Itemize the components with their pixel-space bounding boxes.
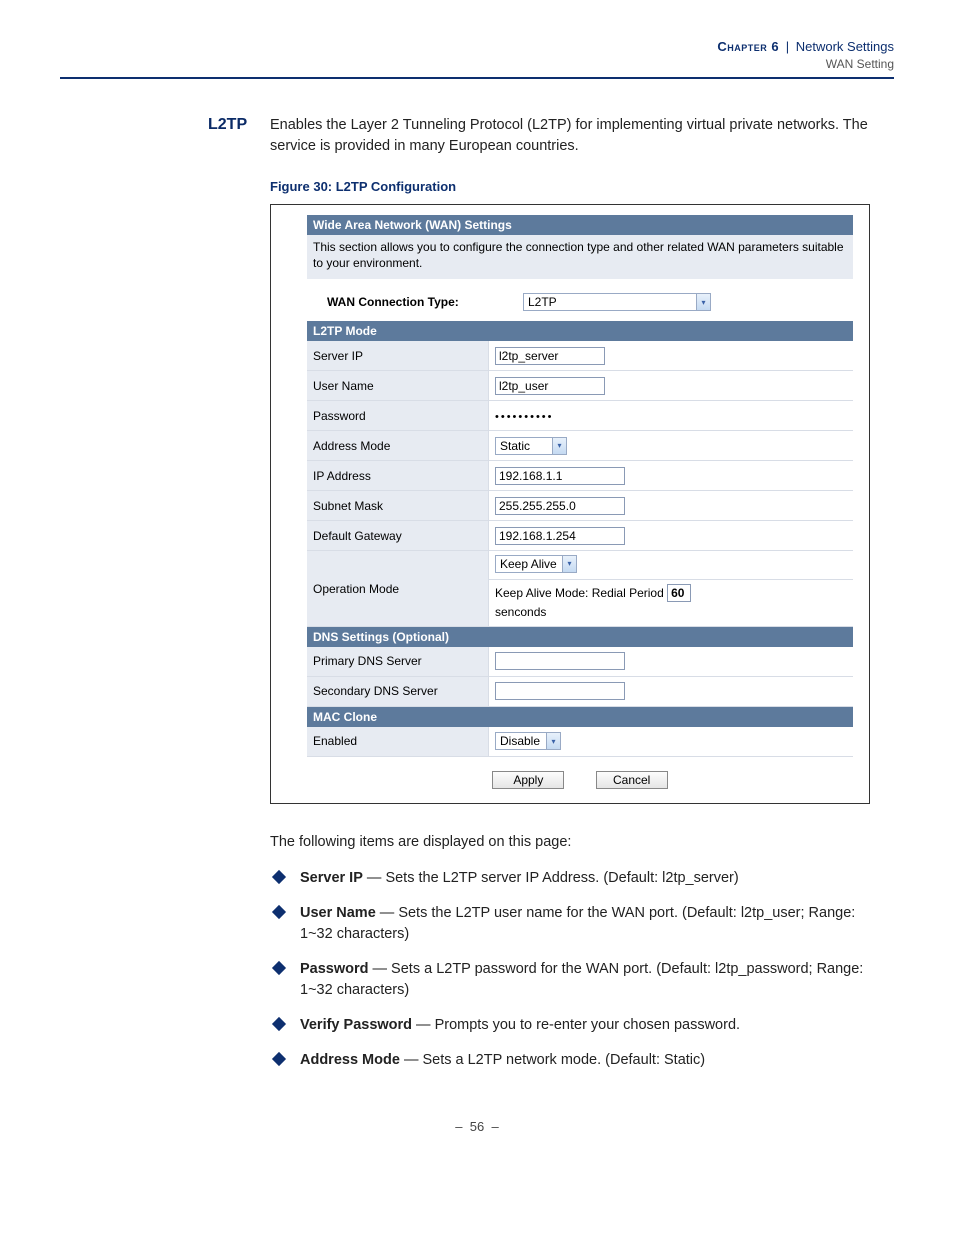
chevron-down-icon: ▾ <box>562 556 576 572</box>
list-item: Server IP — Sets the L2TP server IP Addr… <box>270 868 874 889</box>
chapter-separator: | <box>783 39 792 54</box>
server-ip-input[interactable] <box>495 347 605 365</box>
chevron-down-icon: ▾ <box>546 733 560 749</box>
secondary-dns-label: Secondary DNS Server <box>307 677 489 706</box>
mac-enabled-label: Enabled <box>307 727 489 756</box>
password-label: Password <box>307 401 489 430</box>
subnet-mask-label: Subnet Mask <box>307 491 489 520</box>
list-item: User Name — Sets the L2TP user name for … <box>270 903 874 945</box>
server-ip-label: Server IP <box>307 341 489 370</box>
chapter-label: Chapter 6 <box>717 39 779 54</box>
redial-period-input[interactable] <box>667 584 691 602</box>
redial-period-unit: senconds <box>495 605 546 619</box>
diamond-icon <box>272 961 286 975</box>
cancel-button[interactable]: Cancel <box>596 771 668 789</box>
mac-clone-header: MAC Clone <box>307 707 853 727</box>
intro-paragraph: Enables the Layer 2 Tunneling Protocol (… <box>270 115 874 157</box>
list-item: Verify Password — Prompts you to re-ente… <box>270 1015 874 1036</box>
primary-dns-label: Primary DNS Server <box>307 647 489 676</box>
figure-caption: Figure 30: L2TP Configuration <box>270 179 874 194</box>
secondary-dns-input[interactable] <box>495 682 625 700</box>
page-number: 56 <box>470 1119 484 1134</box>
operation-mode-label: Operation Mode <box>307 551 489 626</box>
ip-address-input[interactable] <box>495 467 625 485</box>
primary-dns-input[interactable] <box>495 652 625 670</box>
default-gateway-label: Default Gateway <box>307 521 489 550</box>
header-rule <box>60 77 894 79</box>
ip-address-label: IP Address <box>307 461 489 490</box>
config-screenshot-panel: Wide Area Network (WAN) Settings This se… <box>270 204 870 804</box>
chevron-down-icon: ▾ <box>696 294 710 310</box>
mac-enabled-select[interactable]: Disable ▾ <box>495 732 561 750</box>
diamond-icon <box>272 870 286 884</box>
user-name-label: User Name <box>307 371 489 400</box>
dns-settings-header: DNS Settings (Optional) <box>307 627 853 647</box>
wan-connection-type-row: WAN Connection Type: L2TP ▾ <box>307 279 853 321</box>
password-input[interactable]: •••••••••• <box>495 411 554 423</box>
apply-button[interactable]: Apply <box>492 771 564 789</box>
l2tp-mode-header: L2TP Mode <box>307 321 853 341</box>
page-footer: – 56 – <box>60 1119 894 1134</box>
diamond-icon <box>272 1017 286 1031</box>
diamond-icon <box>272 905 286 919</box>
section-title: L2TP <box>208 116 247 134</box>
subnet-mask-input[interactable] <box>495 497 625 515</box>
default-gateway-input[interactable] <box>495 527 625 545</box>
bullet-list: Server IP — Sets the L2TP server IP Addr… <box>270 868 874 1071</box>
list-item: Password — Sets a L2TP password for the … <box>270 959 874 1001</box>
chevron-down-icon: ▾ <box>552 438 566 454</box>
address-mode-select[interactable]: Static ▾ <box>495 437 567 455</box>
redial-period-text: Keep Alive Mode: Redial Period <box>495 586 664 600</box>
wan-settings-description: This section allows you to configure the… <box>307 235 853 279</box>
operation-mode-select[interactable]: Keep Alive ▾ <box>495 555 577 573</box>
address-mode-label: Address Mode <box>307 431 489 460</box>
page-header: Chapter 6 | Network Settings WAN Setting <box>60 38 894 73</box>
wan-settings-header: Wide Area Network (WAN) Settings <box>307 215 853 235</box>
wan-connection-type-select[interactable]: L2TP ▾ <box>523 293 711 311</box>
chapter-subsection: WAN Setting <box>60 56 894 73</box>
list-item: Address Mode — Sets a L2TP network mode.… <box>270 1050 874 1071</box>
following-items-text: The following items are displayed on thi… <box>270 832 874 854</box>
user-name-input[interactable] <box>495 377 605 395</box>
chapter-section: Network Settings <box>796 39 894 54</box>
diamond-icon <box>272 1052 286 1066</box>
wan-connection-type-label: WAN Connection Type: <box>327 295 523 309</box>
